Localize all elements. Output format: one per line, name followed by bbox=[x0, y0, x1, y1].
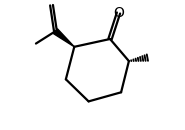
Polygon shape bbox=[53, 29, 74, 47]
Text: O: O bbox=[113, 6, 124, 20]
